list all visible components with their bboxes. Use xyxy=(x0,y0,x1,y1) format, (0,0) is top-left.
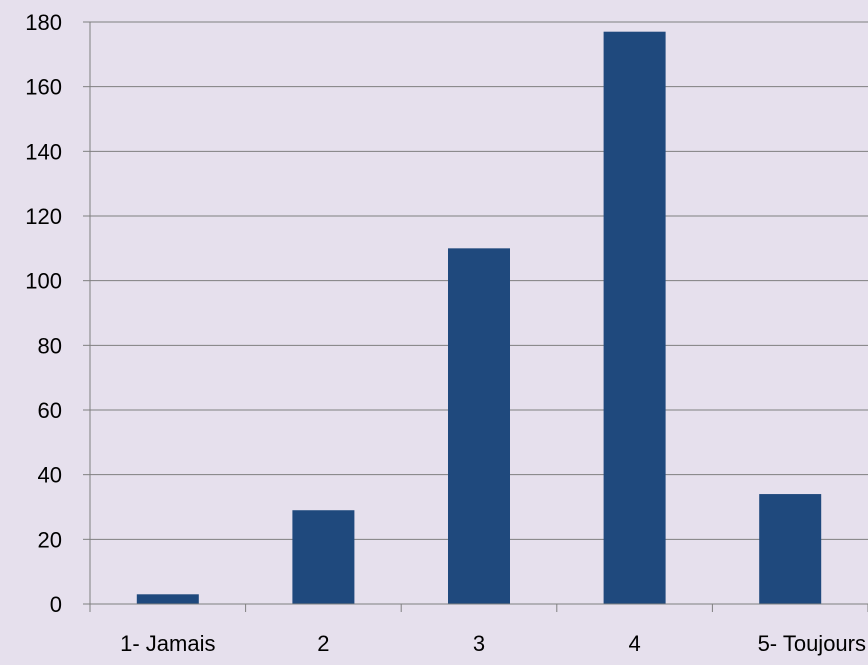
y-tick-label: 40 xyxy=(38,463,62,488)
x-tick-label: 3 xyxy=(473,631,485,656)
bar-4 xyxy=(603,31,666,604)
x-tick-label: 5- Toujours xyxy=(758,631,866,656)
axes xyxy=(83,21,868,612)
y-tick-label: 160 xyxy=(25,75,62,100)
y-tick-label: 100 xyxy=(25,269,62,294)
bar-5 xyxy=(759,494,822,604)
x-tick-label: 4 xyxy=(628,631,640,656)
y-tick-label: 20 xyxy=(38,527,62,552)
bar-1 xyxy=(136,594,199,604)
y-tick-label: 60 xyxy=(38,398,62,423)
bar-3 xyxy=(448,248,510,605)
y-tick-label: 180 xyxy=(25,10,62,35)
x-tick-label: 2 xyxy=(317,631,329,656)
x-tick-label: 1- Jamais xyxy=(120,631,215,656)
y-tick-label: 120 xyxy=(25,204,62,229)
bars xyxy=(136,31,822,605)
bar-2 xyxy=(292,510,355,604)
y-tick-label: 80 xyxy=(38,333,62,358)
x-tick-labels: 1- Jamais 2 3 4 5- Toujours xyxy=(120,631,866,656)
y-tick-labels: 0 20 40 60 80 100 120 140 160 180 xyxy=(25,10,62,617)
y-tick-label: 140 xyxy=(25,139,62,164)
y-tick-label: 0 xyxy=(50,592,62,617)
